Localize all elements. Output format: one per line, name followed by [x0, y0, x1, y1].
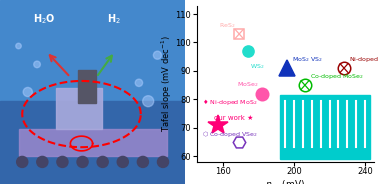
Circle shape — [17, 156, 28, 167]
Circle shape — [135, 79, 143, 86]
Text: MoS$_2$ VS$_2$: MoS$_2$ VS$_2$ — [293, 55, 323, 64]
Circle shape — [117, 156, 128, 167]
Bar — [78, 70, 96, 103]
Text: ReS$_2$: ReS$_2$ — [219, 21, 235, 30]
Circle shape — [37, 156, 48, 167]
Polygon shape — [19, 129, 167, 156]
Text: H$_2$O: H$_2$O — [33, 12, 56, 26]
Text: H$_2$: H$_2$ — [107, 12, 121, 26]
Text: ⬡ Co-doped VSe$_2$: ⬡ Co-doped VSe$_2$ — [202, 129, 258, 139]
Text: WS$_2$: WS$_2$ — [250, 62, 264, 71]
Circle shape — [16, 43, 21, 49]
Circle shape — [137, 156, 149, 167]
Text: Ni-doped MoSe$_2$: Ni-doped MoSe$_2$ — [349, 55, 378, 64]
Circle shape — [153, 51, 161, 59]
Text: ♦ Ni-doped MoS$_2$: ♦ Ni-doped MoS$_2$ — [202, 98, 257, 107]
Text: our work ★: our work ★ — [214, 115, 254, 121]
Circle shape — [23, 87, 33, 97]
Circle shape — [143, 96, 154, 107]
Circle shape — [157, 156, 169, 167]
Circle shape — [97, 156, 108, 167]
Circle shape — [57, 156, 68, 167]
Circle shape — [34, 61, 40, 68]
Circle shape — [77, 156, 88, 167]
X-axis label: $\eta_{10}$ (mV): $\eta_{10}$ (mV) — [265, 178, 305, 184]
Text: MoSe$_2$: MoSe$_2$ — [237, 81, 259, 89]
Bar — [0, 101, 185, 184]
Y-axis label: Tafel slope (mV dec$^{-1}$): Tafel slope (mV dec$^{-1}$) — [160, 35, 174, 132]
Bar — [56, 88, 102, 129]
Text: Co-doped MoSe$_2$: Co-doped MoSe$_2$ — [310, 72, 364, 81]
